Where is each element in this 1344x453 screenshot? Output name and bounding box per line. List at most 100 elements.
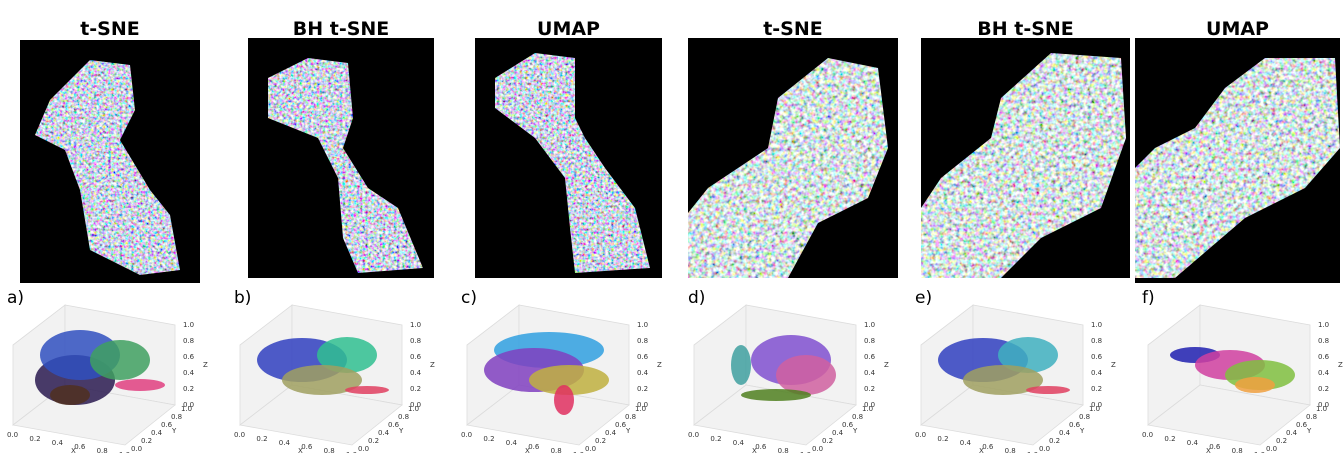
y-tick-label: 0.0 <box>358 445 369 453</box>
x-tick-label: 0.8 <box>1232 447 1243 453</box>
z-tick-label: 0.2 <box>637 385 648 393</box>
y-axis-label: Y <box>1306 427 1312 435</box>
x-tick-label: 0.8 <box>324 447 335 453</box>
y-tick-label: 0.0 <box>812 445 823 453</box>
y-tick-label: 1.0 <box>635 405 646 413</box>
y-axis-label: Y <box>1079 427 1085 435</box>
z-tick-label: 0.4 <box>410 369 422 377</box>
panel-title: BH t-SNE <box>293 18 390 40</box>
point-cloud <box>554 385 574 415</box>
z-tick-label: 0.2 <box>864 385 875 393</box>
z-tick-label: 0.6 <box>637 353 649 361</box>
x-tick-label: 0.8 <box>1005 447 1016 453</box>
z-axis-label: Z <box>430 361 435 369</box>
x-tick-label: 0.8 <box>551 447 562 453</box>
y-tick-label: 0.6 <box>842 421 854 429</box>
z-tick-label: 1.0 <box>637 321 648 329</box>
z-tick-label: 1.0 <box>183 321 194 329</box>
y-tick-label: 0.0 <box>585 445 596 453</box>
x-tick-label: 0.2 <box>710 435 721 443</box>
x-tick-label: 0.0 <box>234 431 245 439</box>
y-tick-label: 0.8 <box>171 413 182 421</box>
panel-label: f) <box>1142 288 1155 308</box>
x-tick-label: 0.0 <box>7 431 18 439</box>
y-tick-label: 0.6 <box>1296 421 1308 429</box>
x-tick-label: 0.0 <box>688 431 699 439</box>
z-tick-label: 0.4 <box>864 369 876 377</box>
z-tick-label: 0.2 <box>1318 385 1329 393</box>
panel-title: BH t-SNE <box>977 18 1074 40</box>
point-cloud <box>741 389 811 401</box>
y-tick-label: 1.0 <box>862 405 873 413</box>
x-axis-label: X <box>298 447 303 453</box>
y-tick-label: 0.4 <box>1286 429 1298 437</box>
x-tick-label: 0.6 <box>301 443 313 451</box>
point-cloud <box>1235 377 1275 393</box>
x-tick-label: 0.0 <box>461 431 472 439</box>
panel-title: UMAP <box>1206 18 1269 40</box>
x-tick-label: 0.6 <box>755 443 767 451</box>
y-tick-label: 0.4 <box>378 429 390 437</box>
x-tick-label: 0.4 <box>52 439 64 447</box>
x-tick-label: 0.6 <box>982 443 994 451</box>
z-axis-label: Z <box>657 361 662 369</box>
y-tick-label: 1.0 <box>1316 405 1327 413</box>
z-tick-label: 0.4 <box>183 369 195 377</box>
point-cloud <box>345 386 389 394</box>
y-tick-label: 1.0 <box>408 405 419 413</box>
y-tick-label: 0.4 <box>605 429 617 437</box>
x-tick-label: 0.8 <box>778 447 789 453</box>
y-tick-label: 0.8 <box>398 413 409 421</box>
panel-label: c) <box>461 288 477 308</box>
x-tick-label: 0.0 <box>1142 431 1153 439</box>
y-tick-label: 1.0 <box>181 405 192 413</box>
z-tick-label: 0.8 <box>410 337 421 345</box>
z-tick-label: 1.0 <box>410 321 421 329</box>
x-tick-label: 0.2 <box>256 435 267 443</box>
z-tick-label: 1.0 <box>1318 321 1329 329</box>
page: t-SNEa)0.00.00.00.20.20.20.40.40.40.60.6… <box>0 0 1344 453</box>
panel-title: UMAP <box>537 18 600 40</box>
y-tick-label: 0.0 <box>131 445 142 453</box>
x-tick-label: 0.2 <box>483 435 494 443</box>
panel-label: d) <box>688 288 705 308</box>
x-axis-label: X <box>1206 447 1211 453</box>
z-tick-label: 0.2 <box>1091 385 1102 393</box>
y-tick-label: 0.8 <box>852 413 863 421</box>
y-tick-label: 0.2 <box>141 437 152 445</box>
y-tick-label: 0.6 <box>615 421 627 429</box>
z-tick-label: 0.4 <box>637 369 649 377</box>
z-tick-label: 0.8 <box>637 337 648 345</box>
z-tick-label: 0.2 <box>410 385 421 393</box>
figure: t-SNEa)0.00.00.00.20.20.20.40.40.40.60.6… <box>0 0 1344 453</box>
point-cloud <box>90 340 150 380</box>
panel-label: b) <box>234 288 251 308</box>
x-tick-label: 0.4 <box>506 439 518 447</box>
panel-title: t-SNE <box>763 18 823 40</box>
x-axis-label: X <box>525 447 530 453</box>
x-tick-label: 0.0 <box>915 431 926 439</box>
x-axis-label: X <box>71 447 76 453</box>
z-tick-label: 0.2 <box>183 385 194 393</box>
panel-title: t-SNE <box>80 18 140 40</box>
x-tick-label: 0.2 <box>29 435 40 443</box>
x-axis-label: X <box>752 447 757 453</box>
x-tick-label: 0.4 <box>733 439 745 447</box>
z-axis-label: Z <box>884 361 889 369</box>
x-tick-label: 0.4 <box>1187 439 1199 447</box>
y-axis-label: Y <box>398 427 404 435</box>
x-tick-label: 0.4 <box>960 439 972 447</box>
point-cloud <box>1026 386 1070 394</box>
panel-label: a) <box>7 288 24 308</box>
y-tick-label: 0.2 <box>595 437 606 445</box>
y-tick-label: 0.2 <box>1049 437 1060 445</box>
point-cloud <box>50 385 90 405</box>
x-tick-label: 0.2 <box>937 435 948 443</box>
y-tick-label: 0.8 <box>625 413 636 421</box>
